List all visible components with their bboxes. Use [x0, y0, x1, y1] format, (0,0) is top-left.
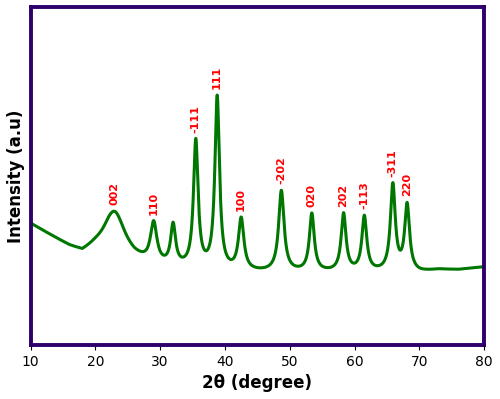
Text: -111: -111: [191, 105, 201, 132]
Text: -113: -113: [360, 182, 370, 209]
Y-axis label: Intensity (a.u): Intensity (a.u): [7, 109, 25, 243]
Text: -202: -202: [276, 157, 286, 184]
Text: 002: 002: [110, 182, 120, 205]
Text: -311: -311: [388, 149, 398, 177]
Text: 100: 100: [236, 188, 246, 211]
X-axis label: 2θ (degree): 2θ (degree): [202, 374, 312, 392]
Text: 220: 220: [402, 174, 412, 196]
Text: 202: 202: [338, 184, 348, 207]
Text: 020: 020: [307, 184, 317, 207]
Text: 110: 110: [148, 192, 158, 215]
Text: 111: 111: [212, 66, 222, 89]
